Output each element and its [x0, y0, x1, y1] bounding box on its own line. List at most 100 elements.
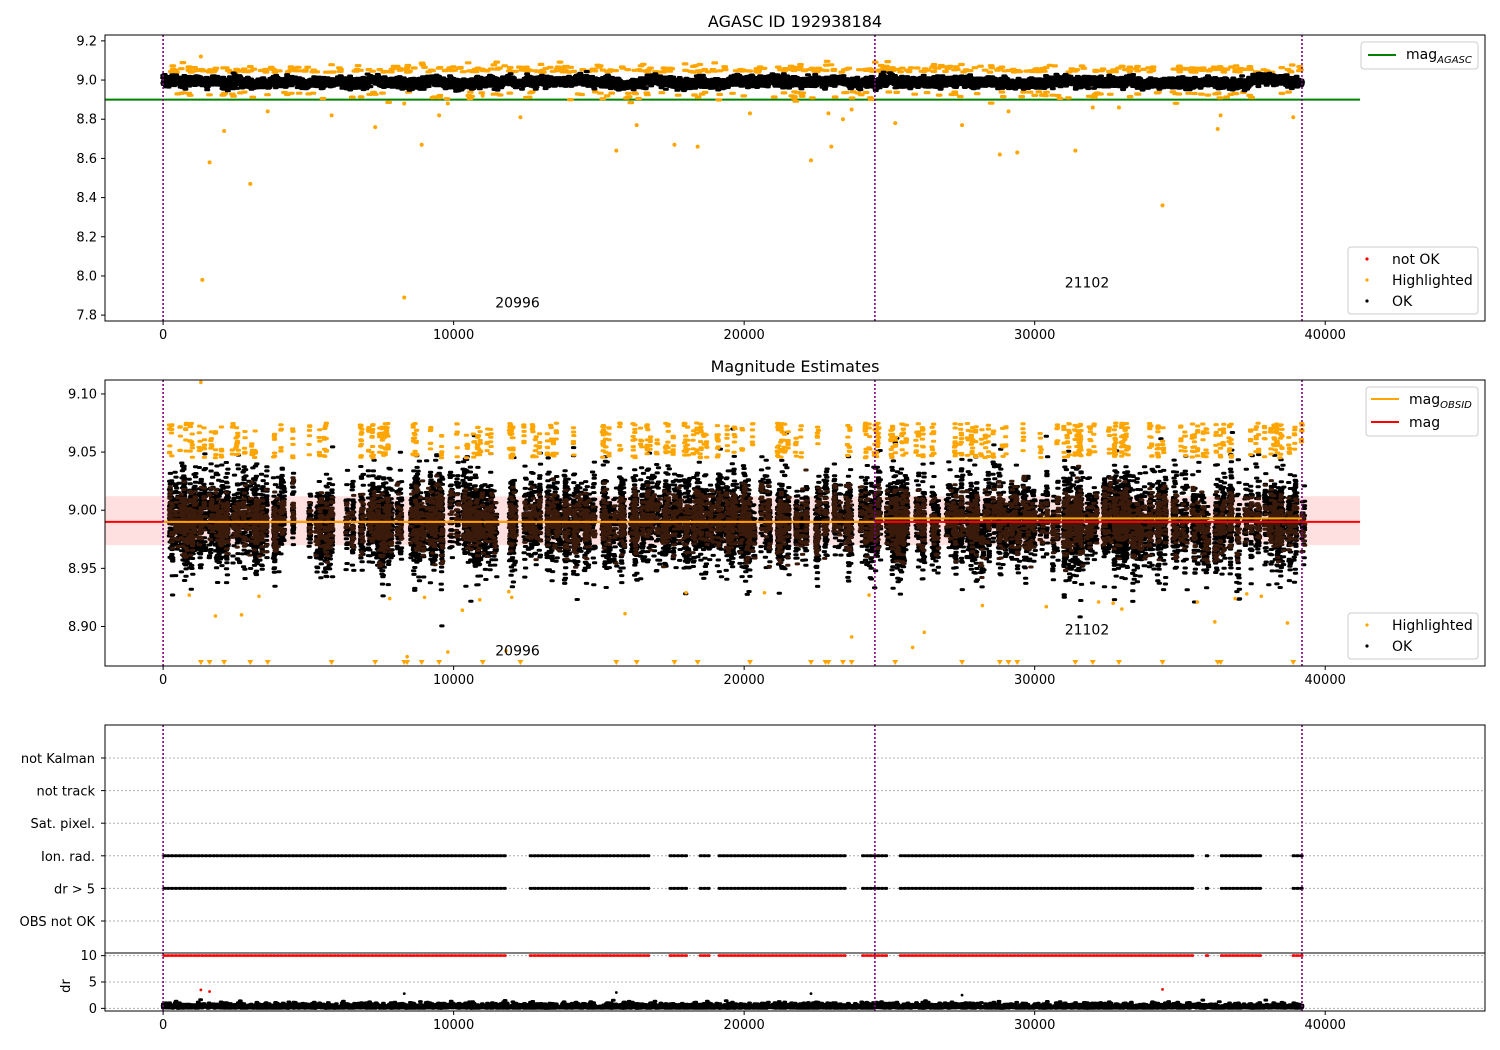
highlighted-outlier-point: [1073, 148, 1078, 153]
legend-line: magAGASC: [1360, 41, 1479, 70]
magnitude-estimates-panel: 0 10000 20000 30000 40000 8.90 8.95 9.00 9.05 9.1…: [68, 357, 1486, 688]
highlighted-outlier-point: [265, 109, 270, 114]
highlighted-points: [166, 421, 1305, 460]
clipped-low-marker: [517, 660, 524, 665]
highlighted-outlier-point: [910, 645, 915, 650]
clipped-low-marker: [436, 660, 443, 665]
dr-outlier-point: [614, 991, 618, 994]
highlighted-outlier-point: [222, 128, 227, 133]
highlighted-outlier-point: [1160, 203, 1165, 208]
highlighted-outlier-point: [695, 144, 700, 149]
y-tick-label: 9.2: [76, 34, 97, 49]
clipped-low-marker: [1014, 660, 1021, 665]
dr-panel: 0 5 10 dr 0 10000 20000 30000 40000: [59, 949, 1486, 1033]
dr-outlier-point: [402, 992, 406, 995]
highlighted-outlier-point: [922, 630, 927, 635]
flag-row-label: OBS not OK: [20, 915, 96, 930]
highlighted-outlier-point: [1006, 109, 1011, 114]
highlighted-outlier-point: [198, 54, 203, 59]
x-tick-label: 0: [159, 1018, 167, 1033]
highlighted-outlier-point: [826, 111, 831, 116]
legend-label: mag: [1409, 415, 1440, 431]
x-tick-label: 30000: [1014, 673, 1055, 688]
y-tick-label: 8.0: [76, 269, 97, 284]
panel-title: AGASC ID 192938184: [708, 12, 882, 31]
highlighted-outlier-point: [829, 144, 834, 149]
highlighted-outlier-point: [387, 596, 392, 601]
highlighted-outlier-point: [1090, 105, 1095, 110]
clipped-low-marker: [959, 660, 966, 665]
obsid-label: 21102: [1065, 623, 1110, 639]
highlighted-outlier-point: [446, 650, 450, 654]
highlighted-outlier-point: [200, 277, 205, 282]
y-tick-label: 8.95: [68, 562, 97, 577]
x-tick-label: 30000: [1014, 328, 1055, 343]
highlighted-outlier-point: [1244, 592, 1249, 596]
legend-swatch: [1365, 299, 1369, 303]
dr-y-tick-label: 0: [89, 1002, 97, 1017]
clipped-low-marker: [328, 660, 335, 665]
highlighted-outlier-point: [849, 635, 854, 639]
clipped-low-marker: [613, 660, 620, 665]
y-tick-label: 8.6: [76, 152, 97, 167]
highlighted-outlier-point: [1218, 113, 1223, 118]
clipped-low-marker: [1072, 660, 1079, 665]
clipped-low-marker: [892, 660, 899, 665]
highlighted-outlier-point: [747, 111, 752, 116]
x-tick-label: 10000: [433, 328, 474, 343]
highlighted-outlier-point: [1111, 601, 1115, 606]
x-tick-label: 10000: [433, 673, 474, 688]
ok-points: [160, 70, 1305, 93]
highlighted-outlier-point: [684, 590, 688, 595]
highlighted-outlier-point: [1259, 594, 1264, 599]
clipped-low-marker: [848, 660, 855, 665]
clipped-low-marker: [1089, 660, 1096, 665]
clipped-low-marker: [221, 660, 228, 665]
y-tick-label: 9.05: [68, 446, 97, 461]
highlighted-outlier-point: [445, 101, 450, 106]
highlighted-outlier-point: [213, 614, 218, 618]
clipped-low-marker: [1115, 660, 1122, 665]
highlighted-outlier-point: [199, 380, 203, 385]
clipped-low-marker: [671, 660, 678, 665]
highlighted-outlier-point: [867, 593, 871, 597]
highlighted-outlier-point: [248, 181, 253, 186]
highlighted-outlier-point: [504, 649, 508, 653]
highlighted-points: [168, 59, 1304, 105]
axes-frame: [104, 34, 1486, 322]
legend-swatch: [1365, 257, 1369, 261]
highlighted-outlier-point: [614, 148, 619, 153]
highlighted-outlier-point: [1233, 596, 1237, 601]
flag-row-label: dr > 5: [54, 882, 95, 897]
y-tick-label: 8.2: [76, 230, 97, 245]
highlighted-outlier-point: [1044, 604, 1049, 609]
highlighted-outlier-point: [849, 107, 854, 112]
clipped-low-marker: [996, 660, 1003, 665]
legend-points: not OK Highlighted OK: [1347, 246, 1479, 315]
clipped-low-marker: [404, 660, 411, 665]
axes-frame: [104, 724, 1486, 954]
flag-row-label: not Kalman: [21, 752, 95, 767]
highlighted-outlier-point: [997, 152, 1002, 157]
highlighted-outlier-point: [405, 654, 409, 659]
clipped-low-marker: [197, 660, 204, 665]
highlighted-outlier-point: [762, 590, 767, 595]
dr-outlier-point: [809, 992, 813, 995]
legend-swatch: [1365, 278, 1369, 282]
x-tick-label: 40000: [1305, 673, 1346, 688]
y-tick-label: 8.90: [68, 620, 97, 635]
clipped-low-marker: [264, 660, 271, 665]
clipped-low-marker: [1217, 660, 1224, 665]
flag-row-label: Sat. pixel.: [31, 817, 95, 832]
clipped-low-marker: [372, 660, 379, 665]
x-tick-label: 40000: [1305, 328, 1346, 343]
dr-outlier-point: [208, 990, 211, 993]
highlighted-outlier-point: [422, 595, 427, 600]
highlighted-outlier-point: [960, 123, 965, 128]
clipped-low-marker: [807, 660, 814, 665]
dr-axes-frame: [104, 952, 1486, 1012]
clipped-low-marker: [418, 660, 425, 665]
y-tick-label: 7.8: [76, 309, 97, 324]
x-tick-label: 20000: [723, 673, 764, 688]
